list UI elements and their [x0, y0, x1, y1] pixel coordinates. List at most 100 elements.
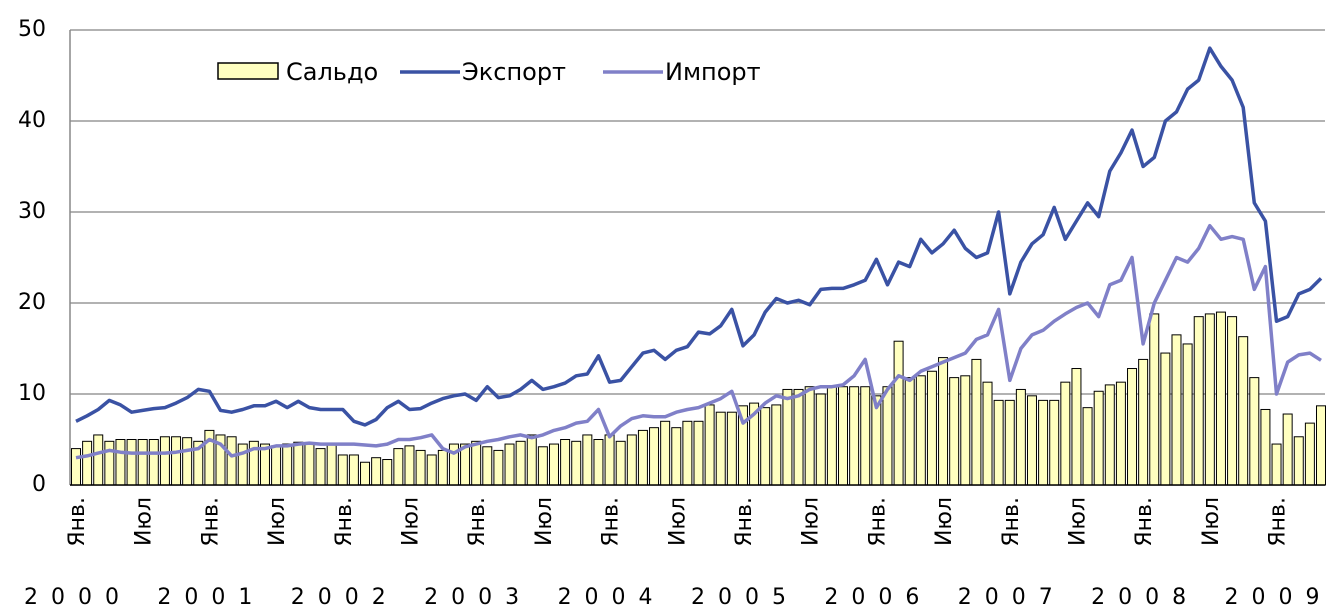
bar: [1082, 407, 1093, 486]
bar: [1149, 313, 1160, 486]
x-tick-label: Июл: [265, 497, 290, 546]
bar: [382, 459, 393, 486]
bar: [1249, 377, 1260, 486]
x-tick-label: Янв.: [198, 497, 223, 547]
bar: [126, 439, 137, 486]
bar: [137, 439, 148, 486]
bar: [893, 340, 904, 486]
bar: [82, 440, 93, 486]
bar: [660, 420, 671, 486]
year-label: 2006: [824, 585, 932, 610]
bar: [1193, 316, 1204, 486]
bar: [293, 441, 304, 486]
bar: [1115, 381, 1126, 486]
bar: [993, 399, 1004, 486]
bar: [393, 448, 404, 486]
bar: [304, 443, 315, 486]
bar: [182, 437, 193, 486]
y-tick-label: 0: [32, 472, 46, 497]
bar: [793, 388, 804, 486]
x-tick-label: Янв.: [732, 497, 757, 547]
bar: [715, 411, 726, 486]
bar: [571, 440, 582, 486]
bar: [437, 449, 448, 486]
line: [75, 46, 1323, 427]
bar: [1015, 388, 1026, 486]
bar: [1271, 443, 1282, 486]
bar: [582, 434, 593, 486]
bar: [171, 436, 182, 486]
bar: [537, 446, 548, 486]
bar: [960, 375, 971, 486]
bar: [604, 434, 615, 486]
bar: [771, 404, 782, 486]
x-tick-label: Июл: [532, 497, 557, 546]
bar: [726, 411, 737, 486]
bar: [1204, 313, 1215, 486]
bar: [815, 393, 826, 486]
bar: [1060, 381, 1071, 486]
bar: [1071, 368, 1082, 486]
x-tick-label: Янв.: [865, 497, 890, 547]
bar: [982, 381, 993, 486]
year-label: 2000: [24, 585, 132, 610]
bar: [882, 386, 893, 486]
bar: [548, 443, 559, 486]
bar: [704, 404, 715, 486]
y-tick-label: 10: [18, 381, 46, 406]
bar: [415, 449, 426, 486]
y-tick-label: 30: [18, 199, 46, 224]
line: [75, 223, 1322, 460]
bar: [971, 358, 982, 486]
bar: [1293, 436, 1304, 486]
bar: [949, 377, 960, 486]
bar: [1160, 352, 1171, 486]
bar: [404, 445, 415, 486]
bar: [938, 357, 949, 486]
bar: [782, 388, 793, 486]
bar: [1049, 399, 1060, 486]
bar: [1282, 413, 1293, 486]
bar: [348, 454, 359, 486]
bar: [315, 448, 326, 486]
bar: [593, 439, 604, 486]
bar: [626, 434, 637, 486]
x-tick-label: Янв.: [65, 497, 90, 547]
year-label: 2003: [424, 585, 532, 610]
bar: [504, 443, 515, 486]
bar: [826, 386, 837, 486]
x-tick-label: Янв.: [332, 497, 357, 547]
bar: [926, 370, 937, 486]
bar: [760, 407, 771, 486]
bar: [515, 440, 526, 486]
bar: [1304, 422, 1315, 486]
bar: [1127, 368, 1138, 486]
bar: [860, 386, 871, 486]
bar: [1238, 336, 1249, 486]
bar: [560, 439, 571, 486]
x-tick-label: Июл: [665, 497, 690, 546]
year-label: 2005: [691, 585, 799, 610]
x-tick-label: Июл: [398, 497, 423, 546]
bar: [1093, 390, 1104, 486]
bar: [1227, 316, 1238, 486]
bar: [849, 386, 860, 486]
bar: [426, 454, 437, 486]
bar: [1215, 311, 1226, 486]
bar: [360, 461, 371, 486]
x-tick-label: Июл: [932, 497, 957, 546]
bar: [1260, 408, 1271, 486]
year-label: 2001: [157, 585, 265, 610]
bar: [649, 427, 660, 486]
bar: [682, 420, 693, 486]
bar: [148, 439, 159, 486]
bar: [159, 436, 170, 486]
bar: [1026, 395, 1037, 486]
bar: [615, 440, 626, 486]
bar: [493, 449, 504, 486]
bar: [1104, 384, 1115, 486]
bar: [1182, 343, 1193, 486]
bar: [226, 436, 237, 486]
x-tick-label: Янв.: [999, 497, 1024, 547]
x-tick-label: Янв.: [1132, 497, 1157, 547]
